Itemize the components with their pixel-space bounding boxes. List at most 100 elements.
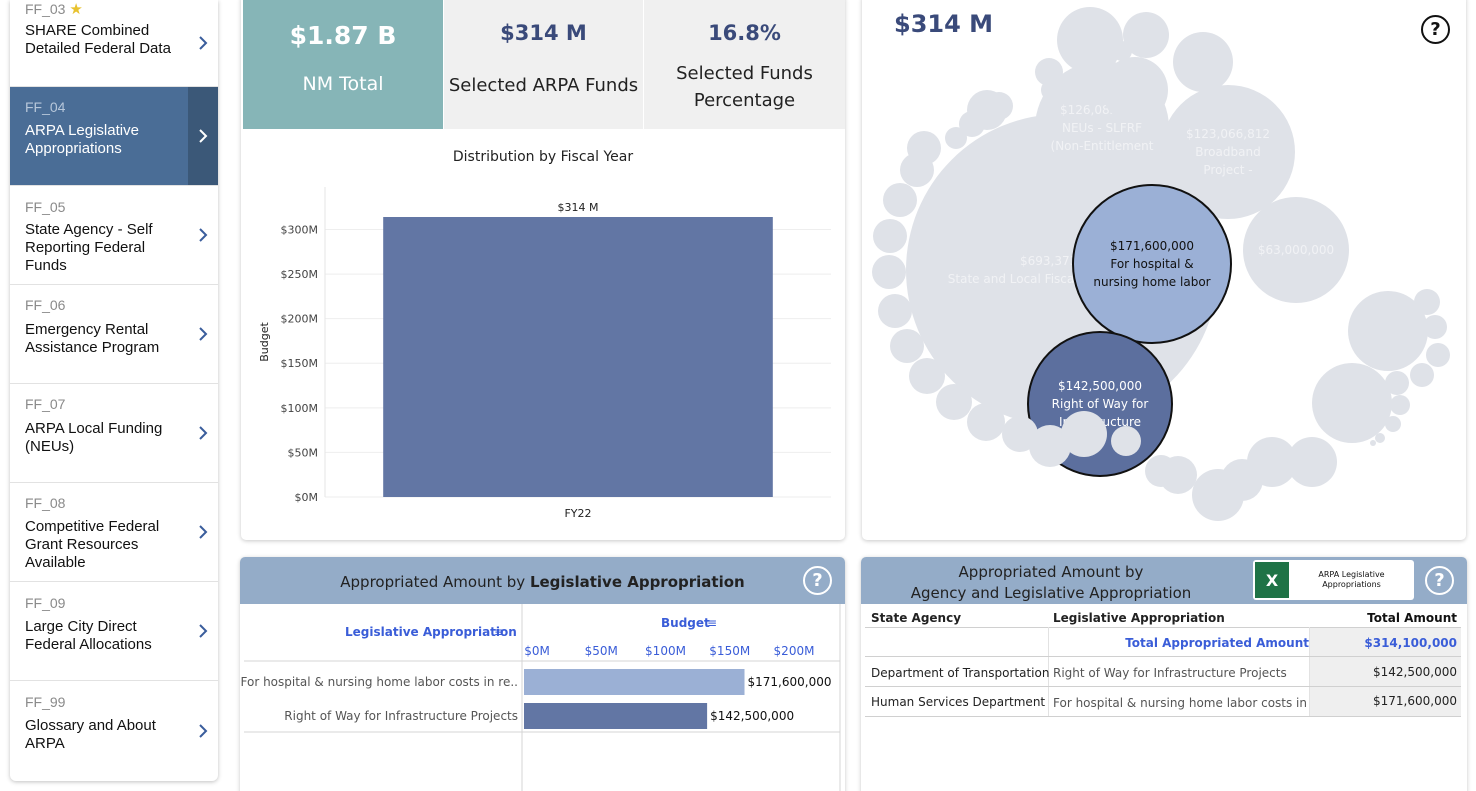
sort-icon: ≡ <box>707 616 717 630</box>
kpi-value: $1.87 B <box>289 21 397 50</box>
budget-header: Budget <box>661 616 710 630</box>
col-header-appropriation: Legislative Appropriation <box>345 625 517 639</box>
bubble-small <box>1102 57 1168 123</box>
sort-icon: ≡ <box>494 625 504 639</box>
download-label: ARPA Legislative Appropriations <box>1318 570 1385 589</box>
sidebar-item-label: Emergency Rental Assistance Program <box>25 321 160 356</box>
sidebar-item-label: Competitive Federal Grant Resources Avai… <box>25 518 160 571</box>
sidebar-item-ff99[interactable]: FF_99 Glossary and About ARPA <box>10 681 218 781</box>
bubble-small <box>1041 79 1063 101</box>
bubble-name-label: Project - <box>1203 163 1252 177</box>
bubble-small <box>1348 291 1428 371</box>
divider <box>865 656 1461 657</box>
bubble-small <box>1159 456 1197 494</box>
sidebar-item-ff08[interactable]: FF_08 Competitive Federal Grant Resource… <box>10 483 218 582</box>
sidebar-item-ff03[interactable]: FF_03 ★ SHARE Combined Detailed Federal … <box>10 0 218 87</box>
bubble-small <box>1385 416 1401 432</box>
x-tick-label: $50M <box>585 644 618 658</box>
y-tick-label: $150M <box>281 357 319 370</box>
total-cell-bg <box>1310 628 1461 656</box>
sidebar-item-code: FF_08 <box>25 495 66 511</box>
bubble-small <box>909 358 945 394</box>
bubble-small <box>1061 411 1107 457</box>
bar <box>524 669 745 695</box>
y-tick-label: $300M <box>281 223 319 236</box>
chart-title: Distribution by Fiscal Year <box>452 149 634 165</box>
bubble-name-label: Broadband <box>1195 145 1260 159</box>
bubble-small <box>883 183 917 217</box>
sidebar-item-code: FF_05 <box>25 199 66 215</box>
bubble-card: $314 M ? $693,373,781 State and Local Fis… <box>862 0 1466 540</box>
bubble-small <box>1423 315 1447 339</box>
amount-cell-bg <box>1310 687 1461 716</box>
download-excel-button[interactable]: X ARPA Legislative Appropriations <box>1253 560 1414 600</box>
kpi-label-line2: Percentage <box>693 90 796 111</box>
bar-value-label: $142,500,000 <box>710 709 794 723</box>
bubble-small <box>1112 41 1132 61</box>
sidebar-item-label: ARPA Local Funding (NEUs) <box>25 420 163 455</box>
kpi-nm-total: $1.87 B NM Total <box>243 0 443 129</box>
col-header-appropriation[interactable]: Legislative Appropriation <box>1053 611 1225 625</box>
table-cell-agency: Department of Transportation <box>871 666 1050 680</box>
bubble-small <box>900 153 934 187</box>
agency-table-card: Appropriated Amount by Agency and Legisl… <box>861 557 1467 791</box>
bubble-small <box>1287 437 1337 487</box>
bubble-small <box>967 403 1005 441</box>
total-label: Total Appropriated Amount <box>1125 636 1309 650</box>
sidebar-nav: FF_03 ★ SHARE Combined Detailed Federal … <box>10 0 218 781</box>
table-cell-appropriation: Right of Way for Infrastructure Projects <box>1053 666 1287 680</box>
bubble-amount-label: $63,000,000 <box>1258 243 1334 257</box>
help-icon[interactable]: ? <box>803 566 832 595</box>
bubble-small <box>1035 58 1063 86</box>
bubble-small <box>890 329 924 363</box>
kpi-label: Selected ARPA Funds <box>448 75 639 96</box>
card-title-line2: Agency and Legislative Appropriation <box>910 584 1192 602</box>
col-header-total[interactable]: Total Amount <box>1367 611 1457 625</box>
sidebar-item-code: FF_09 <box>25 595 66 611</box>
x-tick-label: $100M <box>645 644 686 658</box>
excel-icon: X <box>1255 562 1289 598</box>
sidebar-item-ff06[interactable]: FF_06 Emergency Rental Assistance Progra… <box>10 285 218 384</box>
card-title-bold: Legislative Appropriation <box>529 573 745 591</box>
bubble-small <box>1414 289 1440 315</box>
bubble-amount-label: $142,500,000 <box>1058 379 1142 393</box>
bubble-small <box>1390 395 1410 415</box>
y-axis-label: Budget <box>258 322 271 362</box>
table-cell-agency: Human Services Department <box>871 695 1046 709</box>
bubble-small <box>1094 43 1118 67</box>
card-title: Appropriated Amount by Agency and Legisl… <box>861 562 1241 604</box>
y-tick-label: $50M <box>288 446 319 459</box>
col-header-agency[interactable]: State Agency <box>871 611 962 625</box>
bubble-small <box>1370 440 1376 446</box>
sidebar-item-ff07[interactable]: FF_07 ARPA Local Funding (NEUs) <box>10 384 218 483</box>
divider <box>1048 627 1049 717</box>
sidebar-item-ff04[interactable]: FF_04 ARPA Legislative Appropriations <box>10 87 218 186</box>
chevron-right-icon <box>188 582 218 680</box>
bubble-small <box>1173 32 1233 92</box>
help-icon[interactable]: ? <box>1421 15 1450 44</box>
bubble-amount-label: $171,600,000 <box>1110 239 1194 253</box>
kpi-selected-arpa: $314 M Selected ARPA Funds <box>444 0 643 129</box>
sidebar-item-code: FF_07 <box>25 396 66 412</box>
bubble <box>1161 85 1295 219</box>
bubble-name-label: (Non-Entitlement <box>1051 139 1154 153</box>
bubble-name-label: For hospital & <box>1110 257 1193 271</box>
table-cell-appropriation: For hospital & nursing home labor costs … <box>1053 696 1331 710</box>
sidebar-item-code: FF_06 <box>25 297 66 313</box>
bubble-small <box>1002 416 1038 452</box>
bubble-small <box>1375 433 1385 443</box>
bubble-small <box>872 255 906 289</box>
chevron-right-icon <box>188 87 218 185</box>
bar-value-label: $314 M <box>558 201 599 214</box>
sidebar-item-ff09[interactable]: FF_09 Large City Direct Federal Allocati… <box>10 582 218 681</box>
sidebar-item-ff05[interactable]: FF_05 State Agency - Self Reporting Fede… <box>10 186 218 285</box>
table-cell-amount: $171,600,000 <box>1373 694 1457 708</box>
divider <box>865 686 1461 687</box>
sidebar-item-code: FF_03 <box>25 1 66 17</box>
bubble-name-label: NEUs - SLFRF <box>1062 121 1142 135</box>
help-icon[interactable]: ? <box>1425 566 1454 595</box>
kpi-value: $314 M <box>500 21 587 45</box>
appropriation-card: Appropriated Amount by Legislative Appro… <box>240 557 845 791</box>
y-tick-label: $0M <box>295 491 319 504</box>
y-tick-label: $250M <box>281 268 319 281</box>
